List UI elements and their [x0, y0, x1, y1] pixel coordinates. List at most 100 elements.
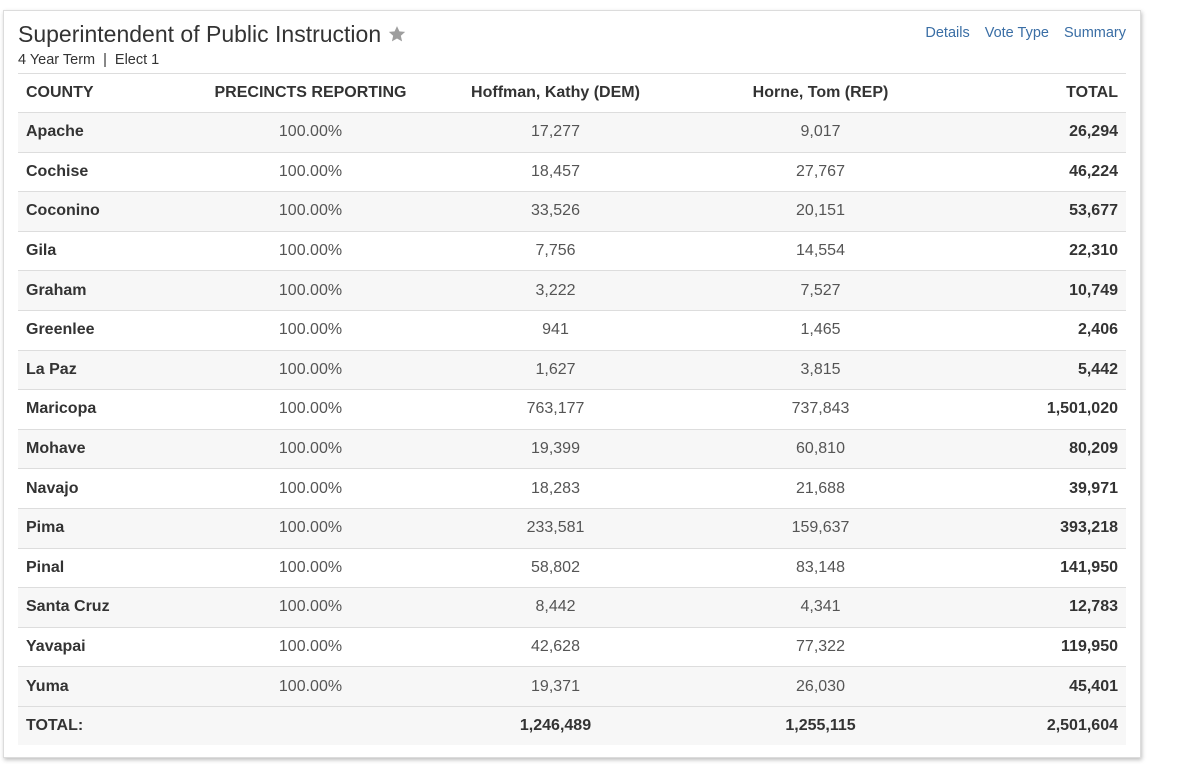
- dem-votes-cell: 18,283: [443, 468, 668, 509]
- dem-votes-cell: 33,526: [443, 191, 668, 232]
- total-votes-cell: 1,501,020: [973, 389, 1126, 430]
- totals-dem: 1,246,489: [443, 706, 668, 745]
- county-cell: Gila: [18, 231, 178, 272]
- table-row: Santa Cruz 100.00% 8,442 4,341 12,783: [18, 587, 1126, 628]
- precincts-cell: 100.00%: [178, 231, 443, 272]
- precincts-cell: 100.00%: [178, 627, 443, 668]
- table-row: La Paz 100.00% 1,627 3,815 5,442: [18, 350, 1126, 391]
- rep-votes-cell: 83,148: [668, 548, 973, 589]
- rep-votes-cell: 4,341: [668, 587, 973, 628]
- race-title: Superintendent of Public Instruction: [18, 21, 382, 47]
- table-row: Navajo 100.00% 18,283 21,688 39,971: [18, 468, 1126, 509]
- summary-link[interactable]: Summary: [1063, 25, 1126, 41]
- vote-type-link[interactable]: Vote Type: [984, 25, 1049, 41]
- table-row: Pima 100.00% 233,581 159,637 393,218: [18, 508, 1126, 549]
- dem-votes-cell: 8,442: [443, 587, 668, 628]
- rep-votes-cell: 737,843: [668, 389, 973, 430]
- total-votes-cell: 22,310: [973, 231, 1126, 272]
- precincts-cell: 100.00%: [178, 468, 443, 509]
- table-row: Graham 100.00% 3,222 7,527 10,749: [18, 270, 1126, 311]
- county-cell: Apache: [18, 112, 178, 153]
- star-icon[interactable]: [387, 24, 407, 44]
- county-cell: Coconino: [18, 191, 178, 232]
- totals-rep: 1,255,115: [668, 706, 973, 745]
- precincts-cell: 100.00%: [178, 152, 443, 193]
- totals-label: TOTAL:: [18, 706, 178, 745]
- county-cell: Santa Cruz: [18, 587, 178, 628]
- dem-votes-cell: 58,802: [443, 548, 668, 589]
- precincts-cell: 100.00%: [178, 191, 443, 232]
- county-cell: Pima: [18, 508, 178, 549]
- rep-votes-cell: 9,017: [668, 112, 973, 153]
- precincts-cell: 100.00%: [178, 548, 443, 589]
- details-link[interactable]: Details: [925, 25, 970, 41]
- table-row: Cochise 100.00% 18,457 27,767 46,224: [18, 152, 1126, 193]
- table-row: Yavapai 100.00% 42,628 77,322 119,950: [18, 627, 1126, 668]
- totals-precincts: [178, 706, 443, 745]
- precincts-cell: 100.00%: [178, 429, 443, 470]
- dem-votes-cell: 3,222: [443, 270, 668, 311]
- table-body: Apache 100.00% 17,277 9,017 26,294 Cochise 100…: [18, 112, 1126, 707]
- dem-votes-cell: 42,628: [443, 627, 668, 668]
- rep-votes-cell: 159,637: [668, 508, 973, 549]
- table-row: Pinal 100.00% 58,802 83,148 141,950: [18, 548, 1126, 589]
- col-total-header[interactable]: TOTAL: [973, 73, 1126, 113]
- term-label: 4 Year Term: [18, 52, 96, 68]
- table-row: Yuma 100.00% 19,371 26,030 45,401: [18, 666, 1126, 707]
- col-precincts-header[interactable]: PRECINCTS REPORTING: [178, 73, 443, 113]
- card-header: Superintendent of Public Instruction 4 Y…: [18, 19, 1126, 75]
- total-votes-cell: 53,677: [973, 191, 1126, 232]
- precincts-cell: 100.00%: [178, 389, 443, 430]
- total-votes-cell: 141,950: [973, 548, 1126, 589]
- rep-votes-cell: 20,151: [668, 191, 973, 232]
- county-cell: Navajo: [18, 468, 178, 509]
- totals-grand: 2,501,604: [973, 706, 1126, 745]
- total-votes-cell: 46,224: [973, 152, 1126, 193]
- total-votes-cell: 5,442: [973, 350, 1126, 391]
- title-row: Superintendent of Public Instruction: [18, 19, 1126, 49]
- county-cell: Graham: [18, 270, 178, 311]
- county-cell: La Paz: [18, 350, 178, 391]
- results-table: COUNTY PRECINCTS REPORTING Hoffman, Kath…: [18, 73, 1126, 745]
- col-dem-header[interactable]: Hoffman, Kathy (DEM): [443, 73, 668, 113]
- total-votes-cell: 2,406: [973, 310, 1126, 351]
- totals-row: TOTAL: 1,246,489 1,255,115 2,501,604: [18, 706, 1126, 745]
- total-votes-cell: 80,209: [973, 429, 1126, 470]
- total-votes-cell: 12,783: [973, 587, 1126, 628]
- precincts-cell: 100.00%: [178, 350, 443, 391]
- total-votes-cell: 39,971: [973, 468, 1126, 509]
- table-footer: TOTAL: 1,246,489 1,255,115 2,501,604: [18, 706, 1126, 745]
- elect-label: Elect 1: [114, 52, 160, 68]
- rep-votes-cell: 27,767: [668, 152, 973, 193]
- view-links: Details Vote Type Summary: [925, 25, 1126, 41]
- county-cell: Maricopa: [18, 389, 178, 430]
- rep-votes-cell: 3,815: [668, 350, 973, 391]
- total-votes-cell: 10,749: [973, 270, 1126, 311]
- dem-votes-cell: 19,371: [443, 666, 668, 707]
- subtitle-separator: |: [103, 52, 107, 68]
- dem-votes-cell: 17,277: [443, 112, 668, 153]
- rep-votes-cell: 60,810: [668, 429, 973, 470]
- total-votes-cell: 393,218: [973, 508, 1126, 549]
- total-votes-cell: 45,401: [973, 666, 1126, 707]
- table-row: Apache 100.00% 17,277 9,017 26,294: [18, 112, 1126, 153]
- table-row: Coconino 100.00% 33,526 20,151 53,677: [18, 191, 1126, 232]
- col-county-header[interactable]: COUNTY: [18, 73, 178, 113]
- dem-votes-cell: 19,399: [443, 429, 668, 470]
- county-cell: Yuma: [18, 666, 178, 707]
- dem-votes-cell: 763,177: [443, 389, 668, 430]
- precincts-cell: 100.00%: [178, 508, 443, 549]
- county-cell: Mohave: [18, 429, 178, 470]
- dem-votes-cell: 1,627: [443, 350, 668, 391]
- table-row: Gila 100.00% 7,756 14,554 22,310: [18, 231, 1126, 272]
- table-header: COUNTY PRECINCTS REPORTING Hoffman, Kath…: [18, 73, 1126, 113]
- table-row: Maricopa 100.00% 763,177 737,843 1,501,020: [18, 389, 1126, 430]
- rep-votes-cell: 7,527: [668, 270, 973, 311]
- rep-votes-cell: 26,030: [668, 666, 973, 707]
- col-rep-header[interactable]: Horne, Tom (REP): [668, 73, 973, 113]
- dem-votes-cell: 7,756: [443, 231, 668, 272]
- rep-votes-cell: 14,554: [668, 231, 973, 272]
- dem-votes-cell: 941: [443, 310, 668, 351]
- county-cell: Yavapai: [18, 627, 178, 668]
- precincts-cell: 100.00%: [178, 310, 443, 351]
